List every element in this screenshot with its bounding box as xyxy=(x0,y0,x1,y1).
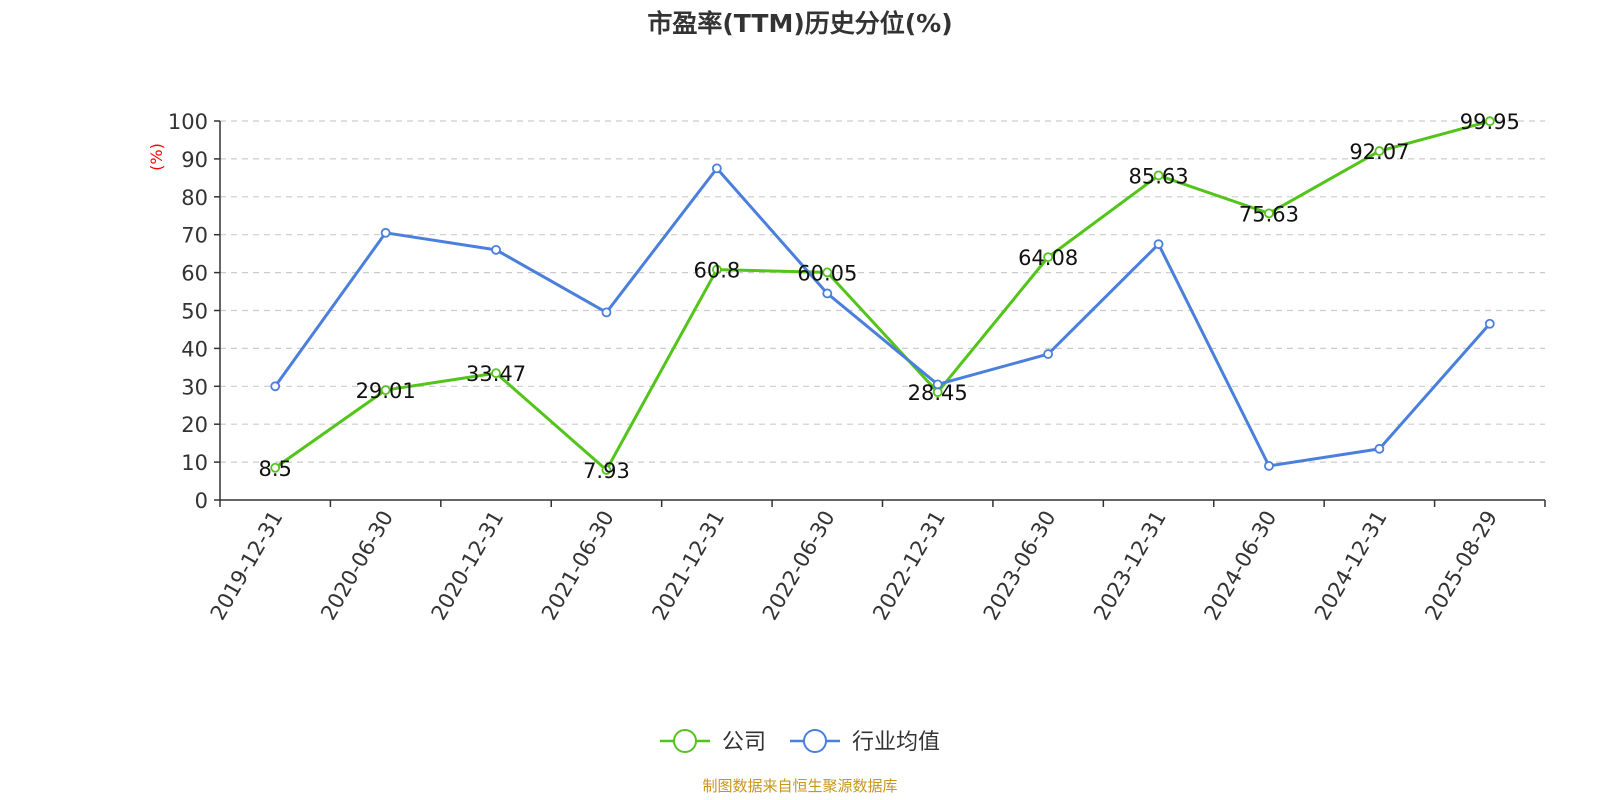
series-1 xyxy=(270,116,1495,475)
data-point[interactable] xyxy=(1153,170,1164,181)
data-label: 7.93 xyxy=(583,459,630,483)
data-point[interactable] xyxy=(380,227,391,238)
data-point[interactable] xyxy=(1374,443,1385,454)
x-tick-label: 2021-06-30 xyxy=(537,507,619,625)
data-point[interactable] xyxy=(822,288,833,299)
x-tick-label: 2020-12-31 xyxy=(427,507,509,625)
data-point[interactable] xyxy=(380,385,391,395)
data-point[interactable] xyxy=(822,267,833,278)
data-label: 85.63 xyxy=(1128,164,1188,188)
data-point[interactable] xyxy=(1153,239,1164,250)
data-label: 29.01 xyxy=(356,379,416,403)
data-label: 60.8 xyxy=(693,259,740,283)
data-point[interactable] xyxy=(1484,318,1495,329)
axes: 0 10 20 30 40 50 60 70 80 90 100 2019-12-31 2020-06-… xyxy=(168,110,1546,625)
data-label: 99.95 xyxy=(1460,110,1520,134)
x-tick-label: 2022-06-30 xyxy=(758,507,840,625)
data-point[interactable] xyxy=(601,307,612,318)
y-tick-label: 0 xyxy=(195,489,208,513)
series-2 xyxy=(270,163,1495,471)
legend: 公司 行业均值 xyxy=(660,729,940,755)
x-tick-label: 2024-12-31 xyxy=(1310,507,1392,625)
data-point[interactable] xyxy=(491,368,501,379)
y-tick-label: 90 xyxy=(181,148,208,172)
x-tick-label: 2025-08-29 xyxy=(1420,507,1502,625)
x-tick-label: 2023-06-30 xyxy=(979,507,1061,625)
data-point[interactable] xyxy=(270,462,281,473)
data-point[interactable] xyxy=(270,381,281,392)
data-label: 92.07 xyxy=(1349,140,1409,164)
series-line xyxy=(273,166,1491,468)
legend-circle-marker xyxy=(673,729,697,753)
y-tick-label: 10 xyxy=(181,451,208,475)
data-label: 60.05 xyxy=(797,261,857,285)
legend-circle-marker xyxy=(803,729,827,753)
data-point[interactable] xyxy=(1484,116,1495,127)
grid-lines xyxy=(220,120,1545,463)
legend-label: 行业均值 xyxy=(852,730,940,755)
x-tick-label: 2024-06-30 xyxy=(1199,507,1281,625)
x-tick-label: 2023-12-31 xyxy=(1089,507,1171,625)
data-point[interactable] xyxy=(1043,349,1054,359)
data-point[interactable] xyxy=(1264,208,1274,219)
x-tick-label: 2019-12-31 xyxy=(206,507,288,625)
legend-item-1[interactable]: 公司 xyxy=(660,729,766,755)
y-axis-label: (%) xyxy=(147,143,166,171)
data-label: 33.47 xyxy=(466,362,526,386)
x-tick-label: 2020-06-30 xyxy=(316,507,398,625)
chart-title: 市盈率(TTM)历史分位(%) xyxy=(647,9,952,38)
data-label: 64.08 xyxy=(1018,246,1078,270)
legend-item-2[interactable]: 行业均值 xyxy=(790,729,940,755)
x-tick-label: 2022-12-31 xyxy=(868,507,950,625)
legend-label: 公司 xyxy=(722,730,766,755)
y-tick-label: 20 xyxy=(181,413,208,437)
data-point[interactable] xyxy=(601,465,612,475)
data-labels: 8.5 29.01 33.47 7.93 60.8 60.05 28.45 64.08 85.6… xyxy=(259,110,1520,483)
source-note: 制图数据来自恒生聚源数据库 xyxy=(702,777,897,795)
y-tick-label: 60 xyxy=(181,262,208,286)
data-label: 8.5 xyxy=(259,457,292,481)
y-tick-label: 30 xyxy=(181,375,208,399)
data-point[interactable] xyxy=(932,379,943,390)
data-label: 75.63 xyxy=(1239,202,1299,226)
data-point[interactable] xyxy=(491,244,501,255)
data-point[interactable] xyxy=(1264,460,1274,471)
y-tick-label: 80 xyxy=(181,186,208,210)
y-tick-label: 100 xyxy=(168,110,208,134)
y-tick-label: 70 xyxy=(181,224,208,248)
x-tick-label: 2021-12-31 xyxy=(647,507,729,625)
y-tick-label: 50 xyxy=(181,300,208,324)
data-point[interactable] xyxy=(711,264,722,275)
data-point[interactable] xyxy=(1043,252,1054,263)
series-line xyxy=(274,119,1491,472)
data-label: 28.45 xyxy=(908,381,968,405)
series xyxy=(270,116,1495,475)
data-point[interactable] xyxy=(711,163,722,174)
y-tick-label: 40 xyxy=(181,337,208,361)
data-point[interactable] xyxy=(1374,146,1385,156)
